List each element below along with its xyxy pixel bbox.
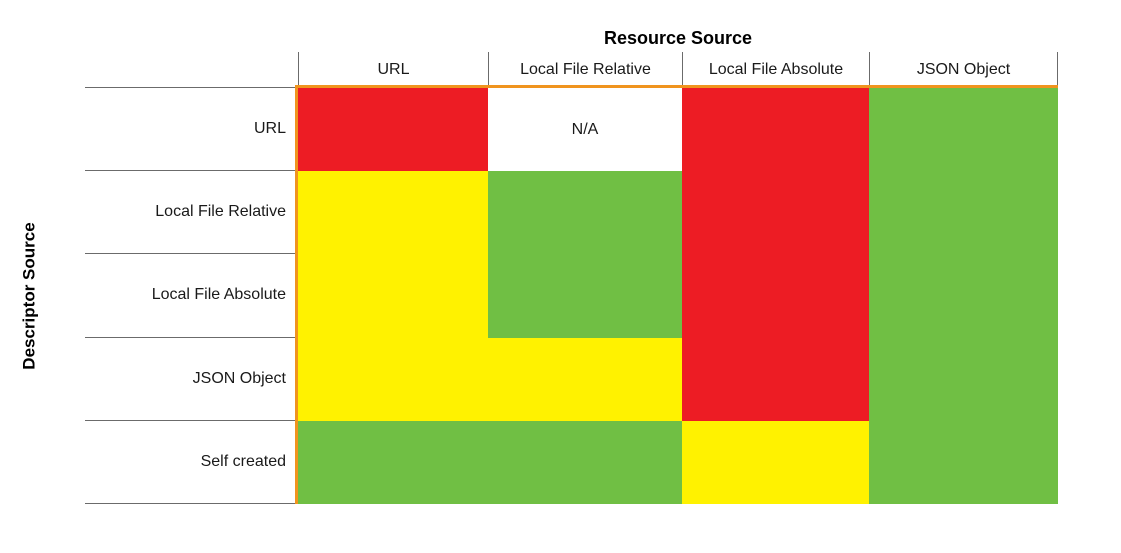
matrix-cell <box>298 171 488 255</box>
row-label-url: URL <box>85 88 298 172</box>
matrix-cell <box>682 171 869 255</box>
matrix-cell <box>298 254 488 338</box>
matrix-cell-na: N/A <box>488 88 682 172</box>
row-label-local-file-absolute: Local File Absolute <box>85 254 298 338</box>
matrix-cell <box>298 88 488 172</box>
matrix-cell <box>488 254 682 338</box>
matrix-cell <box>869 171 1058 255</box>
matrix-cell <box>869 254 1058 338</box>
matrix-cell <box>682 337 869 421</box>
column-header-local-file-absolute: Local File Absolute <box>682 52 869 88</box>
matrix-cell <box>298 420 488 504</box>
column-header-url: URL <box>298 52 488 88</box>
column-headers: URL Local File Relative Local File Absolut… <box>298 52 1058 88</box>
matrix-cell <box>298 337 488 421</box>
row-axis-title: Descriptor Source <box>8 87 52 504</box>
matrix-cell <box>869 420 1058 504</box>
column-header-json-object: JSON Object <box>869 52 1058 88</box>
matrix-cell <box>488 171 682 255</box>
row-label-json-object: JSON Object <box>85 338 298 421</box>
row-label-local-file-relative: Local File Relative <box>85 171 298 255</box>
row-labels: URL Local File Relative Local File Absolut… <box>85 87 298 504</box>
matrix-grid: N/A <box>295 85 1058 504</box>
row-axis-title-text: Descriptor Source <box>20 221 40 370</box>
matrix-cell <box>869 337 1058 421</box>
matrix-cell <box>682 88 869 172</box>
column-header-local-file-relative: Local File Relative <box>488 52 682 88</box>
matrix-cell <box>488 337 682 421</box>
matrix-cell <box>488 420 682 504</box>
matrix-cell <box>869 88 1058 172</box>
row-label-self-created: Self created <box>85 421 298 504</box>
matrix-cell <box>682 254 869 338</box>
column-axis-title: Resource Source <box>603 28 753 48</box>
matrix-cell <box>682 420 869 504</box>
